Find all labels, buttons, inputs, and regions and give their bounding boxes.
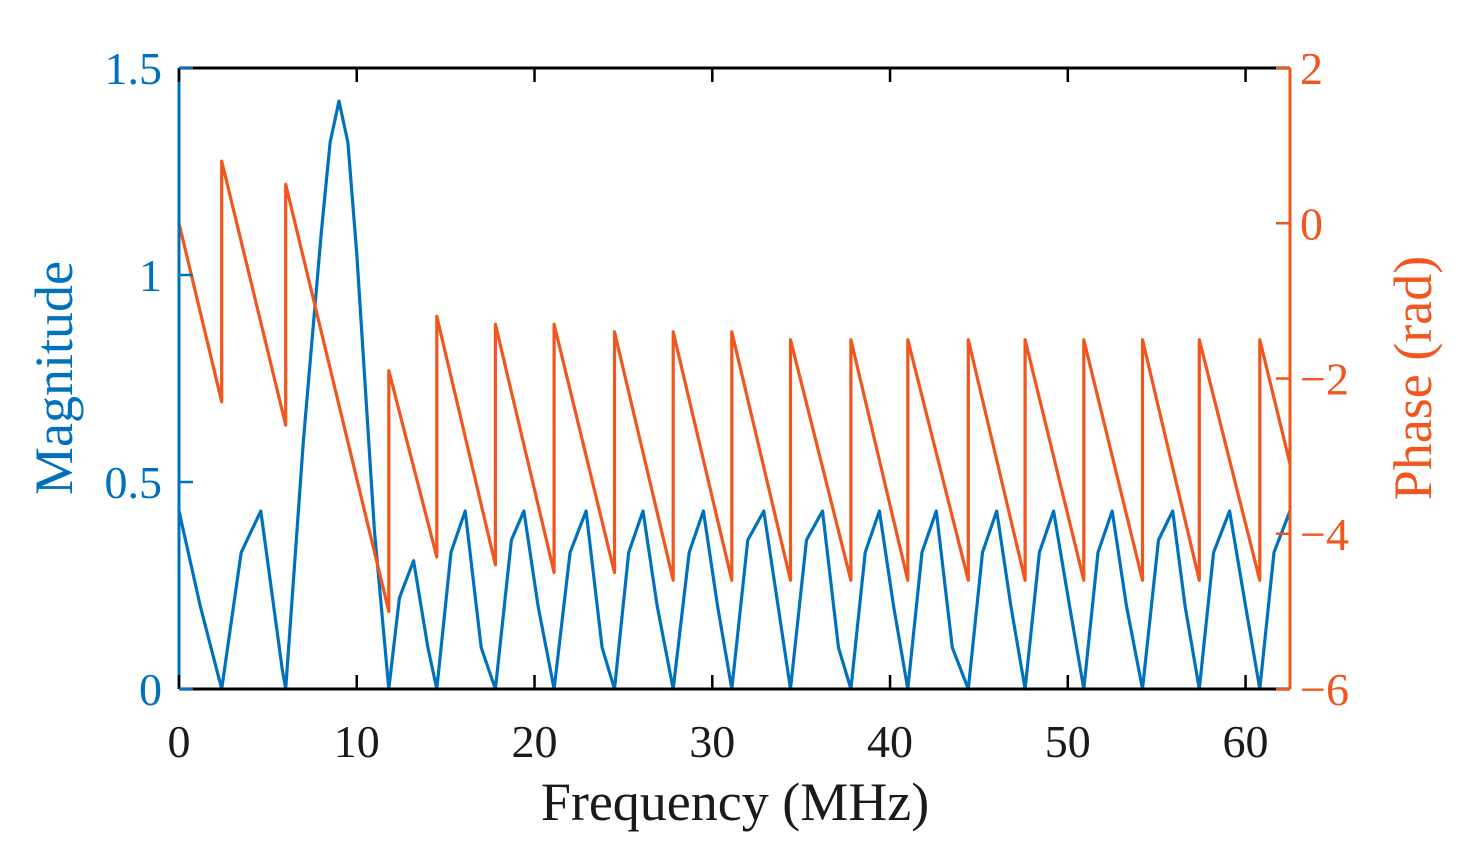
x-tick-label: 60 xyxy=(1223,716,1269,767)
y-left-tick-label: 1 xyxy=(139,250,162,301)
x-tick-label: 20 xyxy=(512,716,558,767)
y-right-tick-label: −4 xyxy=(1300,509,1349,560)
y-right-tick-label: −2 xyxy=(1300,354,1349,405)
x-axis-label: Frequency (MHz) xyxy=(541,772,929,832)
x-tick-label: 40 xyxy=(867,716,913,767)
x-tick-label: 30 xyxy=(689,716,735,767)
y-left-tick-label: 0.5 xyxy=(105,457,163,508)
series-phase-line xyxy=(177,159,1292,614)
y-left-tick-label: 1.5 xyxy=(105,43,163,94)
tick-layer: 0 10 20 30 40 50 60 0 0.5 1 1.5 −6 −4 −2 0 2 xyxy=(105,43,1349,767)
y-right-axis-label: Phase (rad) xyxy=(1383,256,1443,500)
x-tick-label: 10 xyxy=(334,716,380,767)
x-tick-label: 0 xyxy=(168,716,191,767)
x-tick-label: 50 xyxy=(1045,716,1091,767)
y-left-axis-label: Magnitude xyxy=(24,261,84,495)
y-right-tick-label: −6 xyxy=(1300,664,1349,715)
y-left-tick-label: 0 xyxy=(139,664,162,715)
label-layer: Frequency (MHz) Magnitude Phase (rad) xyxy=(24,256,1443,832)
y-right-tick-label: 2 xyxy=(1300,43,1323,94)
y-right-tick-label: 0 xyxy=(1300,198,1323,249)
